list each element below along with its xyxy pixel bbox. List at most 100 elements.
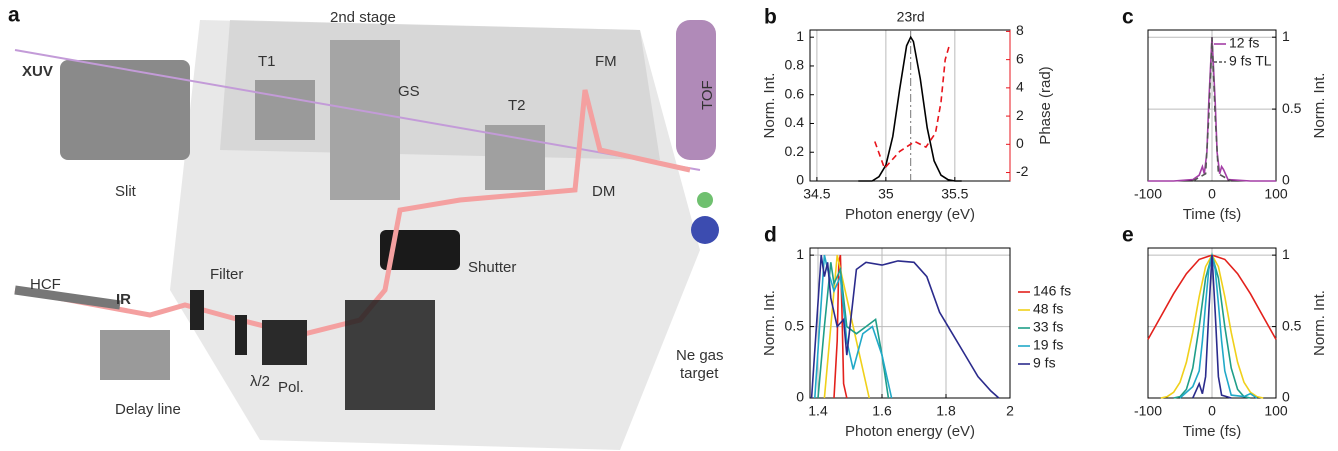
panel-letter: c	[1122, 6, 1134, 29]
gas-target	[691, 216, 719, 244]
y-tick-label: 0	[1282, 389, 1290, 405]
setup-label: HCF	[30, 276, 61, 293]
delay-stage	[100, 330, 170, 380]
setup-label: Pol.	[278, 379, 304, 396]
x-tick-label: 35	[878, 186, 894, 202]
polarizer	[262, 320, 307, 365]
t1-mount	[255, 80, 315, 140]
series-line	[1192, 37, 1232, 182]
xuv-beam	[14, 49, 701, 171]
x-axis-label: Time (fs)	[1183, 206, 1242, 223]
gs-mount	[330, 40, 400, 200]
y-axis-label: Norm. Int.	[1311, 290, 1328, 356]
plot-frame	[809, 29, 1011, 182]
series-line	[1192, 255, 1232, 399]
panel-letter: e	[1122, 224, 1134, 247]
y2-tick-label: 4	[1016, 79, 1024, 95]
filter	[190, 290, 204, 330]
setup-render	[14, 20, 719, 450]
setup-label: Shutter	[468, 259, 516, 276]
setup-label: T2	[508, 97, 526, 114]
legend-label: 9 fs	[1033, 355, 1056, 371]
setup-label: Delay line	[115, 401, 181, 418]
legend-label: 9 fs TL	[1229, 53, 1272, 69]
legend-label: 19 fs	[1033, 337, 1063, 353]
x-tick-label: 1.6	[872, 403, 892, 419]
setup-label: target	[680, 365, 719, 382]
setup-label: T1	[258, 53, 276, 70]
x-tick-label: -100	[1134, 403, 1162, 419]
y-tick-label: 0.4	[785, 114, 805, 130]
legend-label: 12 fs	[1229, 35, 1259, 51]
y2-tick-label: -2	[1016, 163, 1029, 179]
setup-label: Slit	[115, 183, 137, 200]
y-tick-label: 0	[796, 389, 804, 405]
x-tick-label: 0	[1208, 403, 1216, 419]
y-tick-label: 0	[1282, 172, 1290, 188]
y2-axis-label: Phase (rad)	[1037, 66, 1054, 144]
y-tick-label: 0.5	[1282, 317, 1302, 333]
plot-frame	[1147, 29, 1277, 182]
plot-frame	[1147, 247, 1277, 399]
x-tick-label: -100	[1134, 186, 1162, 202]
ir-beam	[14, 89, 691, 338]
x-tick-label: 0	[1208, 186, 1216, 202]
y-tick-label: 0.8	[785, 57, 805, 73]
y2-tick-label: 2	[1016, 107, 1024, 123]
stage-label: 2nd stage	[330, 9, 396, 26]
y-tick-label: 0	[796, 172, 804, 188]
legend-label: 146 fs	[1033, 283, 1071, 299]
gas-jet	[697, 192, 713, 208]
y-tick-label: 1	[1282, 246, 1290, 262]
telescope	[345, 300, 435, 410]
setup-label: Filter	[210, 266, 243, 283]
plot-frame	[809, 247, 1011, 399]
y-tick-label: 1	[1282, 28, 1290, 44]
y2-tick-label: 6	[1016, 50, 1024, 66]
setup-label: TOF	[699, 80, 716, 110]
y-axis-label: Norm. Int.	[761, 73, 778, 139]
x-tick-label: 34.5	[803, 186, 830, 202]
y-axis-label: Norm. Int.	[761, 290, 778, 356]
series-line	[810, 254, 1000, 399]
x-axis-label: Photon energy (eV)	[845, 206, 975, 223]
t2-mount	[485, 125, 545, 190]
setup-label: IR	[116, 291, 131, 308]
y-axis-label: Norm. Int.	[1311, 73, 1328, 139]
setup-label: λ/2	[250, 373, 270, 390]
setup-label: Ne gas	[676, 347, 724, 364]
shutter	[380, 230, 460, 270]
setup-label: FM	[595, 53, 617, 70]
series-line	[874, 45, 951, 170]
y-tick-label: 0.5	[785, 317, 805, 333]
hcf	[14, 285, 121, 310]
series-line	[858, 35, 962, 182]
y2-tick-label: 8	[1016, 22, 1024, 38]
series-line	[823, 254, 870, 399]
panel-letter: a	[8, 4, 20, 27]
x-tick-label: 35.5	[941, 186, 968, 202]
y-tick-label: 1	[796, 28, 804, 44]
series-line	[817, 262, 890, 399]
tof	[676, 20, 716, 160]
y-tick-label: 0.6	[785, 85, 805, 101]
panel-letter: d	[764, 224, 777, 247]
slit-unit	[60, 60, 190, 160]
annotation: 23rd	[897, 9, 925, 25]
y-tick-label: 0.5	[1282, 100, 1302, 116]
x-axis-label: Time (fs)	[1183, 423, 1242, 440]
series-line	[833, 254, 848, 399]
x-tick-label: 2	[1006, 403, 1014, 419]
x-tick-label: 1.4	[808, 403, 828, 419]
x-tick-label: 100	[1264, 186, 1288, 202]
legend-label: 48 fs	[1033, 301, 1063, 317]
setup-label: XUV	[22, 63, 53, 80]
legend-label: 33 fs	[1033, 319, 1063, 335]
y2-tick-label: 0	[1016, 135, 1024, 151]
x-tick-label: 100	[1264, 403, 1288, 419]
x-axis-label: Photon energy (eV)	[845, 423, 975, 440]
series-line	[1179, 254, 1258, 399]
x-tick-label: 1.8	[936, 403, 956, 419]
setup-label: GS	[398, 83, 420, 100]
